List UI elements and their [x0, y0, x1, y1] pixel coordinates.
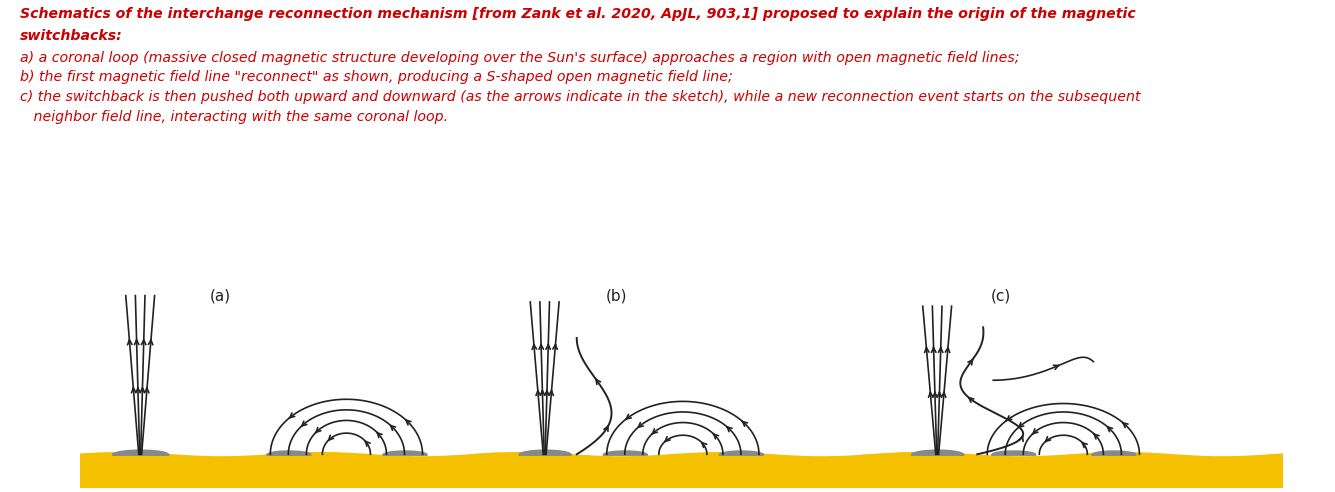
- Text: (b): (b): [606, 289, 627, 304]
- Text: (c): (c): [991, 289, 1012, 304]
- Text: a) a coronal loop (massive closed magnetic structure developing over the Sun's s: a) a coronal loop (massive closed magnet…: [20, 51, 1020, 64]
- Text: c) the switchback is then pushed both upward and downward (as the arrows indicat: c) the switchback is then pushed both up…: [20, 90, 1140, 104]
- Text: b) the first magnetic field line "reconnect" as shown, producing a S-shaped open: b) the first magnetic field line "reconn…: [20, 70, 733, 84]
- Text: (a): (a): [210, 289, 231, 304]
- Text: switchbacks:: switchbacks:: [20, 29, 123, 42]
- Text: Schematics of the interchange reconnection mechanism [from Zank et al. 2020, ApJ: Schematics of the interchange reconnecti…: [20, 7, 1136, 21]
- Text: neighbor field line, interacting with the same coronal loop.: neighbor field line, interacting with th…: [20, 110, 449, 123]
